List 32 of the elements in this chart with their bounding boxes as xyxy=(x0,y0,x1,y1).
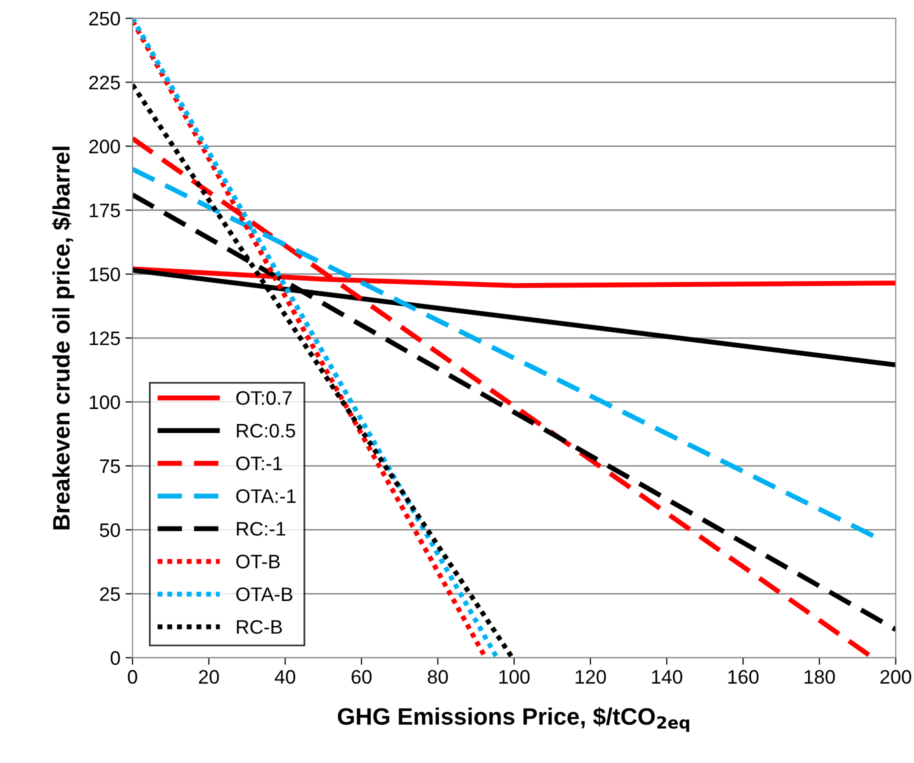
y-tick-label: 125 xyxy=(90,331,120,346)
x-tick-label: 20 xyxy=(199,670,219,684)
x-tick-label: 160 xyxy=(728,670,759,684)
y-tick-label: 75 xyxy=(100,460,120,474)
y-tick-label: 50 xyxy=(100,523,120,538)
x-tick-label: 100 xyxy=(499,670,530,684)
x-tick-label: 200 xyxy=(880,670,912,684)
y-axis-title: Breakeven crude oil price, $/barrel xyxy=(52,146,74,530)
y-tick-label: 250 xyxy=(89,12,120,26)
x-axis-title: GHG Emissions Price, $/tCO$_{2eq}$ xyxy=(338,707,690,732)
legend-label: OTA:-1 xyxy=(236,489,296,504)
x-tick-label: 180 xyxy=(804,670,835,684)
y-tick-label: 150 xyxy=(90,268,120,282)
y-tick-label: 225 xyxy=(89,76,120,90)
legend-label: RC-B xyxy=(236,620,282,634)
legend-label: OTA-B xyxy=(236,587,292,602)
legend-label: OT:-1 xyxy=(236,456,282,470)
legend-label: RC:-1 xyxy=(236,522,286,536)
x-tick-label: 80 xyxy=(428,670,448,684)
x-tick-label: 40 xyxy=(274,670,296,684)
legend-label: OT:0.7 xyxy=(236,391,292,405)
x-tick-label: 140 xyxy=(652,670,682,684)
y-tick-label: 100 xyxy=(90,395,120,410)
x-tick-label: 60 xyxy=(352,670,372,684)
y-tick-label: 200 xyxy=(89,140,120,154)
y-tick-label: 0 xyxy=(110,651,120,665)
legend-label: OT-B xyxy=(236,554,280,568)
legend-label: RC:0.5 xyxy=(236,424,296,438)
x-tick-label: 0 xyxy=(128,670,138,684)
x-tick-label: 120 xyxy=(576,670,606,684)
y-tick-label: 175 xyxy=(90,204,120,218)
y-tick-label: 25 xyxy=(100,587,120,602)
